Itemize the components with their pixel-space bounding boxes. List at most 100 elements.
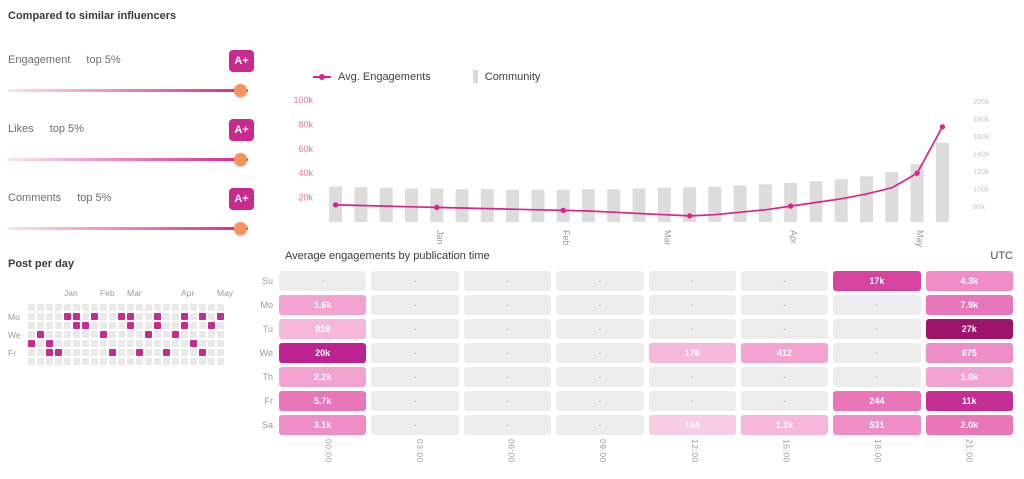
chart-legend: Avg. Engagements Community [313,70,540,83]
time-axis-label: 12:00 [689,439,700,463]
publication-cell: 2.0k [925,415,1013,435]
community-bar [531,189,545,222]
line-marker-icon [313,72,331,82]
slider-track [8,227,248,230]
community-bar [683,187,697,222]
calendar-month-label: Apr [181,288,195,298]
time-axis-label: 18:00 [873,439,884,463]
publication-table-row: Tu 818- - - - - -27k [255,319,1013,339]
legend-avg-engagements[interactable]: Avg. Engagements [313,71,431,83]
calendar-cell [82,358,89,365]
line-point-marker [560,207,566,214]
publication-cell: 144 [648,415,736,435]
calendar-cell [199,313,206,320]
calendar-cell [73,358,80,365]
day-row-label: We [259,348,273,358]
calendar-month-label: May [217,288,234,298]
calendar-cell [82,313,89,320]
left-axis-tick: 20k [298,193,313,203]
community-bar [379,187,393,222]
publication-cell: - [463,367,552,387]
calendar-cell [172,349,179,356]
calendar-cell [154,349,161,356]
time-axis-label: 15:00 [781,439,792,463]
day-row-label: Su [261,276,273,286]
calendar-day-label: We [8,330,21,340]
publication-cell: - [371,295,459,315]
community-bar [581,189,595,222]
calendar-cell [181,340,188,347]
time-axis-label: 03:00 [414,439,425,463]
calendar-cell [136,313,143,320]
calendar-cell [181,358,188,365]
day-row-label: Mo [260,300,273,310]
publication-cell: - [463,391,552,411]
calendar-cell [172,331,179,338]
right-axis-tick: 80k [973,202,985,211]
publication-cell: 7.9k [925,295,1013,315]
calendar-cell [127,322,134,329]
left-axis-tick: 100k [293,95,313,105]
calendar-cell [208,340,215,347]
calendar-cell [55,349,62,356]
calendar-cell [73,349,80,356]
calendar-cell [91,313,98,320]
calendar-cell [181,304,188,311]
calendar-cell [109,331,116,338]
time-col: 00:00 [285,439,372,469]
calendar-cell [136,340,143,347]
legend-community[interactable]: Community [472,70,541,83]
calendar-cell [118,358,125,365]
publication-cell: - [371,343,459,363]
calendar-cell [64,322,71,329]
community-bar [885,172,899,222]
day-row-label: Fr [264,396,274,406]
line-point-marker [686,213,693,219]
calendar-cell [190,322,197,329]
calendar-cell [181,322,188,329]
publication-table-row: Th 2.2k - - - - - -1.0k [255,367,1013,387]
calendar-cell [199,304,206,311]
community-bar [632,188,646,222]
calendar-cell [199,358,206,365]
publication-cell: 3.1k [279,415,367,435]
publication-cell: - [740,319,829,339]
metric-label: Engagement [8,54,71,66]
calendar-cell [82,322,89,329]
calendar-cell [145,322,152,329]
post-per-day-title: Post per day [8,258,75,270]
community-bar [834,179,848,222]
calendar-cell [190,349,197,356]
calendar-cell [163,322,170,329]
calendar-cell [172,322,179,329]
publication-table-header: Average engagements by publication time … [285,250,1013,262]
line-point-marker [939,124,946,130]
engagement-community-chart: 100k 80k 60k 40k 20k 200k 180k 160k 140k 120k 100k… [283,90,1023,255]
metric-likes: Likes top 5% A+ [8,119,254,179]
timezone-label: UTC [990,250,1013,262]
calendar-cell [217,358,224,365]
calendar-cell [145,313,152,320]
calendar-cell [64,340,71,347]
publication-cell: 412 [740,343,829,363]
calendar-cell [91,340,98,347]
calendar-cell [217,331,224,338]
calendar-cell [118,322,125,329]
time-axis-label: 00:00 [323,439,334,463]
calendar-cell [109,304,116,311]
calendar-cell [55,304,62,311]
calendar-cell [208,304,215,311]
publication-cell: 1.6k [279,295,367,315]
legend-label: Community [484,70,541,83]
time-col: 06:00 [468,439,555,469]
calendar-cell [55,331,62,338]
calendar-cell [46,358,53,365]
publication-cell: - [371,391,459,411]
publication-cell: 5.7k [279,391,367,411]
comments-slider [8,221,248,237]
publication-cell: - [371,271,459,291]
publication-cell: - [556,367,644,387]
publication-cell: - [833,367,921,387]
calendar-cell [64,349,71,356]
publication-cell: - [648,319,736,339]
